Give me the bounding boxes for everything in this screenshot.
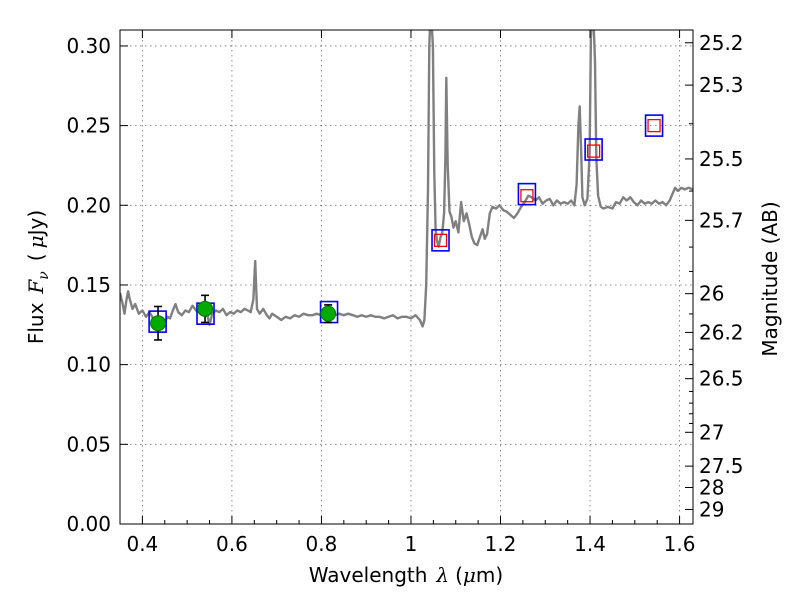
mag-tick-label: 26	[699, 282, 724, 306]
y-tick-label: 0.00	[66, 512, 111, 536]
observed-point	[320, 305, 337, 322]
x-tick-label: 0.8	[306, 532, 338, 556]
model-box	[644, 114, 664, 137]
y-axis-label: FluxFν(μJy)	[24, 210, 52, 344]
axis-ticks: 0.4 0.6 0.8 1 1.2 1.4 1.6 0.00 0.05 0.10 0.15 0.20 0…	[66, 30, 744, 556]
y-tick-label: 0.30	[66, 34, 111, 58]
spectrum-series	[120, 30, 693, 328]
mag-tick-label: 28	[699, 475, 724, 499]
mag-tick-label: 27	[699, 420, 724, 444]
observed-point	[150, 315, 167, 332]
mag-tick-label: 25.2	[699, 31, 744, 55]
mag-tick-label: 26.2	[699, 320, 744, 344]
y-tick-label: 0.20	[66, 193, 111, 217]
mag-tick-label: 27.5	[699, 454, 744, 478]
model-box	[584, 138, 603, 161]
mag-tick-label: 29	[699, 497, 724, 521]
mag-tick-label: 25.3	[699, 73, 744, 97]
model-box-inner	[647, 118, 661, 133]
x-tick-label: 1.4	[574, 532, 606, 556]
y-tick-label: 0.10	[66, 353, 111, 377]
y-tick-label: 0.15	[66, 273, 111, 297]
model-box-inner	[586, 144, 601, 158]
model-box	[517, 182, 537, 206]
observed-point	[197, 300, 214, 317]
y-axis-right-label: Magnitude (AB)	[758, 201, 782, 356]
mag-tick-label: 25.5	[699, 147, 744, 171]
x-axis-label: Wavelength λ (μm)	[309, 563, 503, 587]
x-tick-label: 1	[405, 532, 418, 556]
mag-tick-label: 25.7	[699, 208, 744, 232]
x-tick-label: 0.4	[126, 532, 158, 556]
y-tick-label: 0.05	[66, 432, 111, 456]
y-tick-label: 0.25	[66, 114, 111, 138]
grid-lines	[120, 30, 693, 525]
x-tick-label: 1.6	[664, 532, 696, 556]
model-box	[431, 229, 450, 252]
model-box-inner	[433, 233, 448, 247]
spectrum-line	[120, 30, 693, 328]
mag-tick-label: 26.5	[699, 367, 744, 391]
x-tick-label: 0.6	[216, 532, 248, 556]
x-tick-label: 1.2	[485, 532, 517, 556]
photometry-markers	[148, 114, 664, 341]
model-box-inner	[520, 189, 534, 203]
plot-frame	[119, 29, 694, 525]
